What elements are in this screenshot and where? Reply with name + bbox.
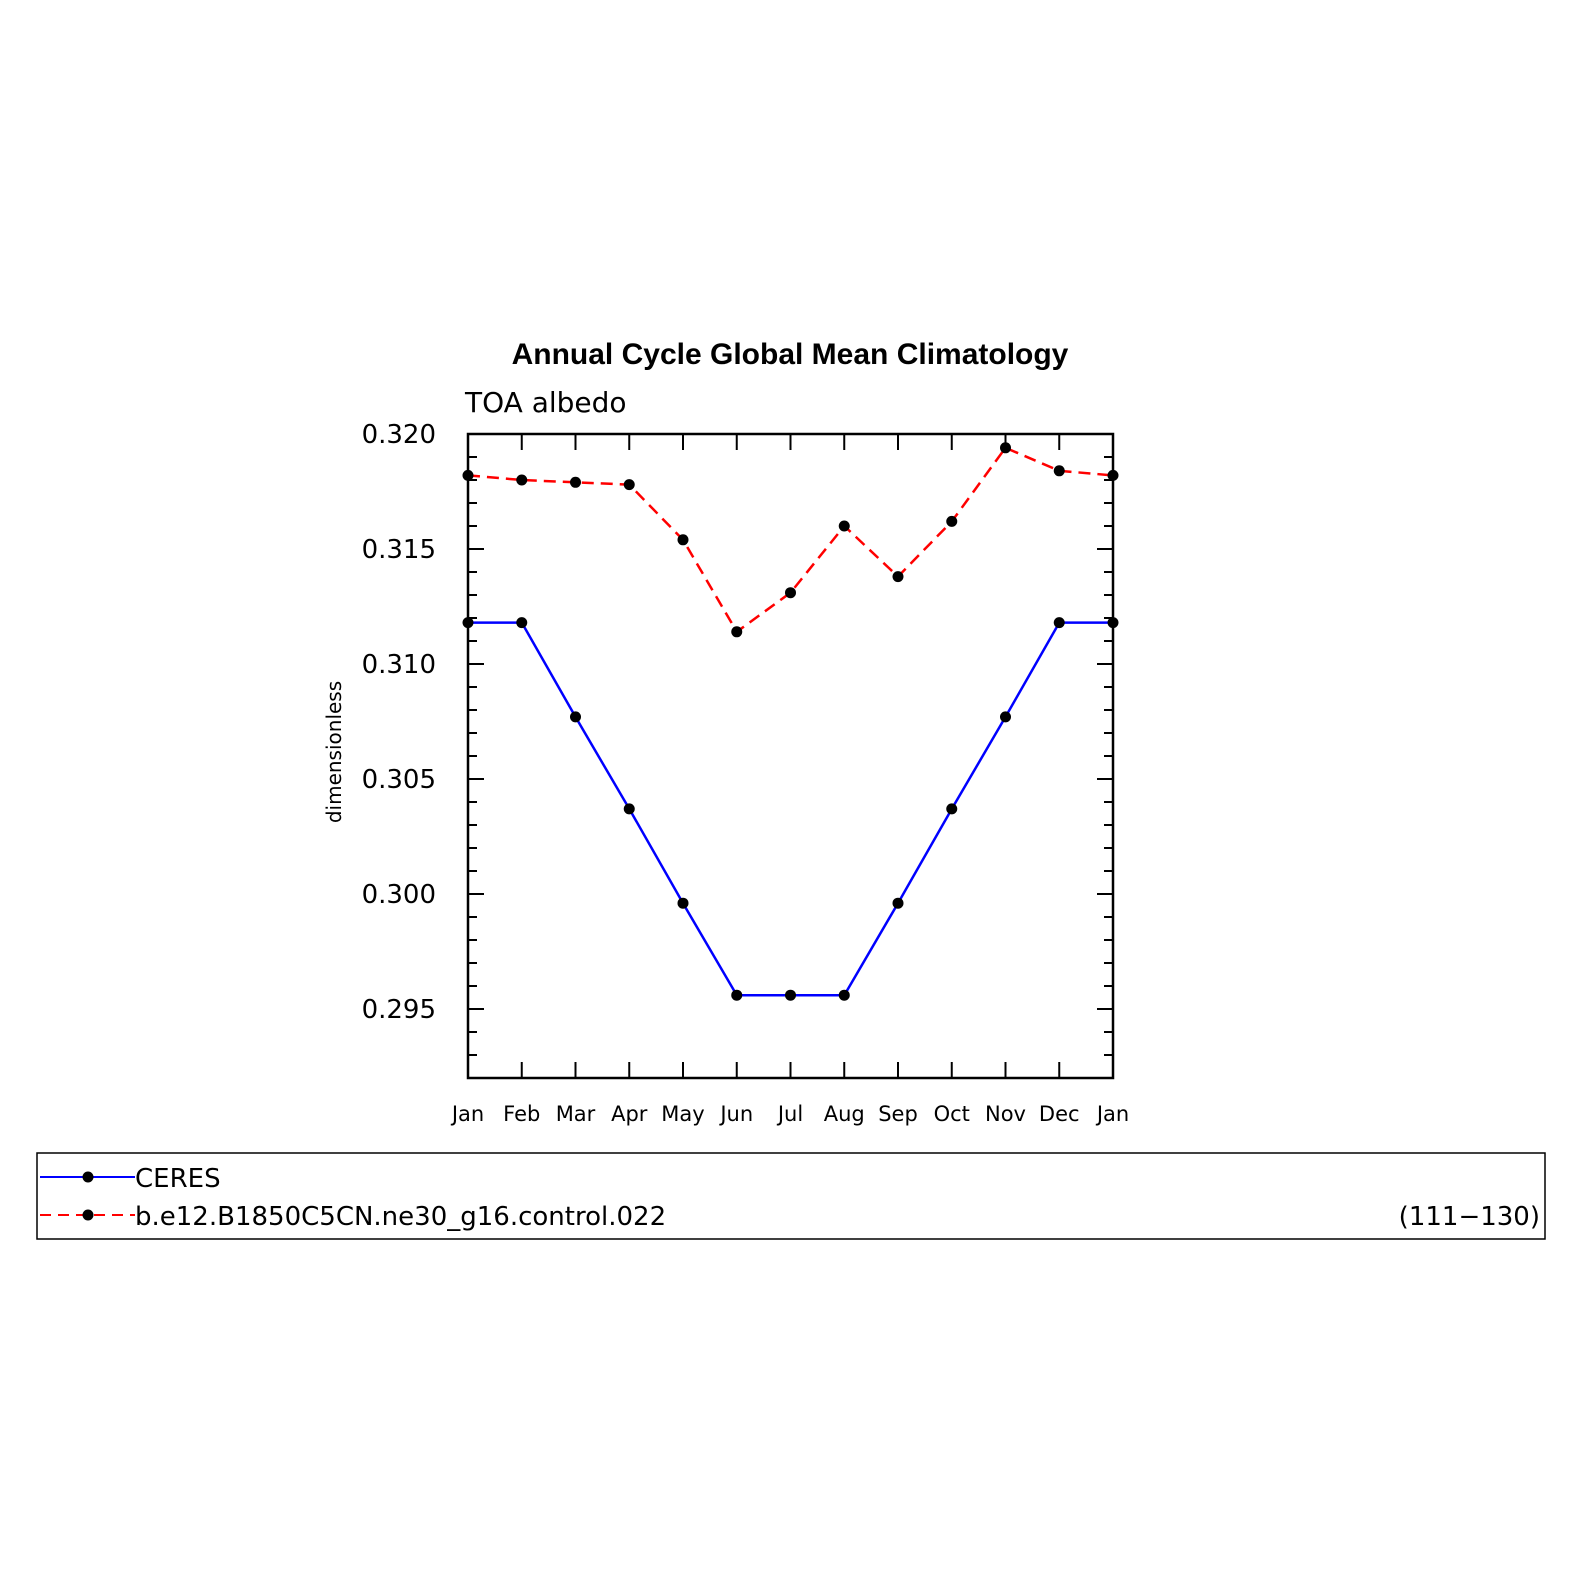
series-1-point bbox=[785, 587, 796, 599]
series-line-0 bbox=[468, 621, 1113, 997]
series-1-point bbox=[677, 534, 689, 546]
x-tick-label: Jul bbox=[776, 1102, 803, 1126]
x-tick-label: Oct bbox=[934, 1102, 970, 1126]
x-tick-label: Nov bbox=[985, 1102, 1026, 1126]
series-1-point bbox=[838, 520, 850, 532]
x-tick-label: Feb bbox=[503, 1102, 540, 1126]
x-tick-label: Jun bbox=[718, 1102, 753, 1126]
series-0-point bbox=[892, 897, 904, 909]
y-axis-label: dimensionless bbox=[322, 681, 346, 823]
y-tick-label: 0.320 bbox=[362, 420, 436, 450]
x-tick-label: Apr bbox=[611, 1102, 648, 1126]
plot-frame bbox=[466, 432, 1115, 1080]
legend-marker-model bbox=[82, 1209, 94, 1221]
series-1-point bbox=[516, 474, 528, 486]
series-0-point bbox=[570, 711, 581, 723]
x-tick-label: May bbox=[661, 1102, 704, 1126]
series-1-point bbox=[623, 479, 635, 491]
y-tick-label: 0.315 bbox=[362, 535, 436, 565]
legend-label-ceres: CERES bbox=[135, 1164, 221, 1194]
chart-subtitle: TOA albedo bbox=[464, 386, 627, 419]
legend-box bbox=[36, 1152, 1546, 1240]
series-0-point bbox=[731, 989, 743, 1001]
y-tick-label: 0.300 bbox=[362, 880, 436, 910]
x-tick-label: Mar bbox=[556, 1102, 596, 1126]
legend-years-note: (111−130) bbox=[1399, 1202, 1540, 1232]
series-0-point bbox=[1053, 617, 1065, 629]
series-0-point bbox=[1000, 711, 1011, 723]
x-tick-label: Jan bbox=[1095, 1102, 1129, 1126]
series-0-point bbox=[1107, 617, 1119, 629]
legend-label-model: b.e12.B1850C5CN.ne30_g16.control.022 bbox=[135, 1202, 666, 1232]
series-0-point bbox=[623, 803, 635, 815]
series-0-point bbox=[677, 897, 689, 909]
chart-title: Annual Cycle Global Mean Climatology bbox=[512, 338, 1069, 371]
series-1-point bbox=[946, 515, 958, 527]
axes: 0.295 0.300 0.305 0.310 0.315 0.320 Jan Feb Mar A… bbox=[362, 420, 1130, 1126]
series-1-point bbox=[1053, 465, 1065, 477]
series-0-point bbox=[838, 989, 850, 1001]
series-0-point bbox=[946, 803, 958, 815]
x-tick-label: Jan bbox=[450, 1102, 484, 1126]
series-0-point bbox=[462, 617, 474, 629]
legend: CERES b.e12.B1850C5CN.ne30_g16.control.0… bbox=[36, 1152, 1546, 1240]
series-layer bbox=[462, 442, 1119, 1001]
x-tick-label: Dec bbox=[1039, 1102, 1080, 1126]
series-1-point bbox=[1107, 469, 1119, 481]
y-tick-label: 0.295 bbox=[362, 995, 436, 1025]
series-1-point bbox=[462, 469, 474, 481]
series-1-point bbox=[570, 476, 581, 488]
series-1-point bbox=[1000, 442, 1011, 454]
series-1-point bbox=[731, 626, 743, 638]
y-tick-label: 0.305 bbox=[362, 765, 436, 795]
x-tick-label: Aug bbox=[824, 1102, 865, 1126]
series-1-point bbox=[892, 571, 904, 583]
series-0-point bbox=[785, 989, 796, 1001]
series-0-point bbox=[516, 617, 528, 629]
series-line-1 bbox=[467, 446, 1114, 634]
x-tick-label: Sep bbox=[878, 1102, 918, 1126]
legend-marker-ceres bbox=[82, 1171, 94, 1183]
y-tick-label: 0.310 bbox=[362, 650, 436, 680]
